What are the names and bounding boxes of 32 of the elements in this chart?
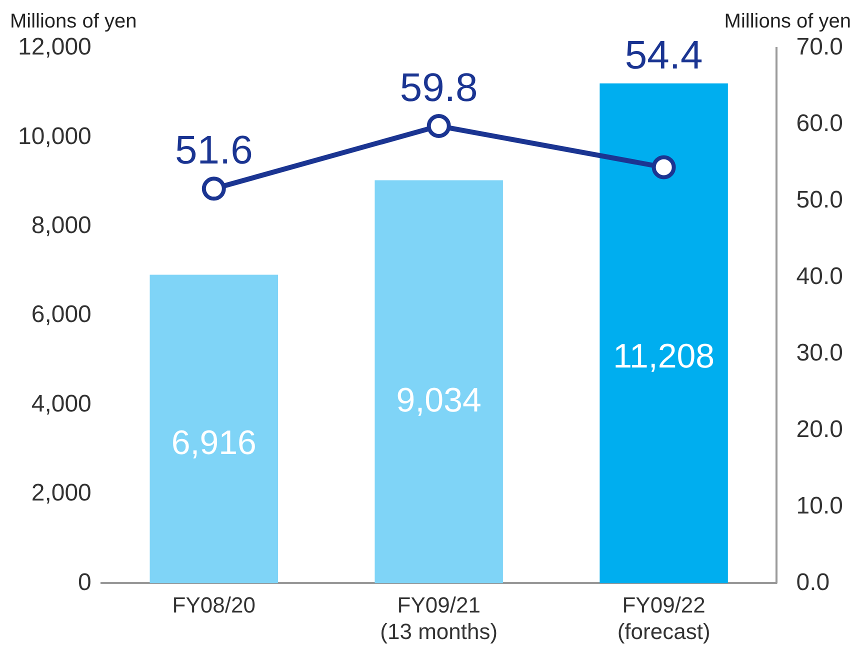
y-tick-label: 10,000 xyxy=(18,122,92,150)
y2-axis-title: Millions of yen xyxy=(724,10,851,33)
bar xyxy=(150,274,278,584)
data-label: 59.8 xyxy=(400,66,478,110)
y2-tick-label: 20.0 xyxy=(796,416,844,443)
y-tick-label: 2,000 xyxy=(31,480,92,507)
point xyxy=(426,114,451,138)
y2-tick-label: 40.0 xyxy=(796,262,844,290)
y2-tick-label: 50.0 xyxy=(796,186,844,214)
y-axis-title: Millions of yen xyxy=(10,10,137,33)
y2-tick-label: 30.0 xyxy=(796,339,844,366)
bar xyxy=(600,83,728,584)
y-tick-label: 8,000 xyxy=(31,212,92,240)
x-tick-label: FY09/22 (forecast) xyxy=(617,592,710,644)
y2-tick-label: 60.0 xyxy=(796,110,844,138)
x-tick-label: FY09/21 (13 months) xyxy=(380,592,498,644)
y-tick-label: 12,000 xyxy=(18,34,92,61)
data-label: 54.4 xyxy=(624,33,703,78)
y2-tick-label: 70.0 xyxy=(796,34,844,61)
data-label: 6,916 xyxy=(171,424,256,462)
data-label: 11,208 xyxy=(613,338,715,376)
bar xyxy=(374,180,503,584)
point xyxy=(652,155,676,180)
x-tick-label: FY08/20 xyxy=(172,592,256,618)
y-tick-label: 6,000 xyxy=(31,301,92,328)
y-tick-label: 0 xyxy=(78,568,92,596)
data-label: 51.6 xyxy=(174,128,253,173)
y-tick-label: 4,000 xyxy=(31,390,92,418)
data-label: 9,034 xyxy=(396,381,482,420)
y2-tick-label: 0.0 xyxy=(796,568,830,596)
point xyxy=(202,176,226,201)
y2-tick-label: 10.0 xyxy=(796,492,844,520)
